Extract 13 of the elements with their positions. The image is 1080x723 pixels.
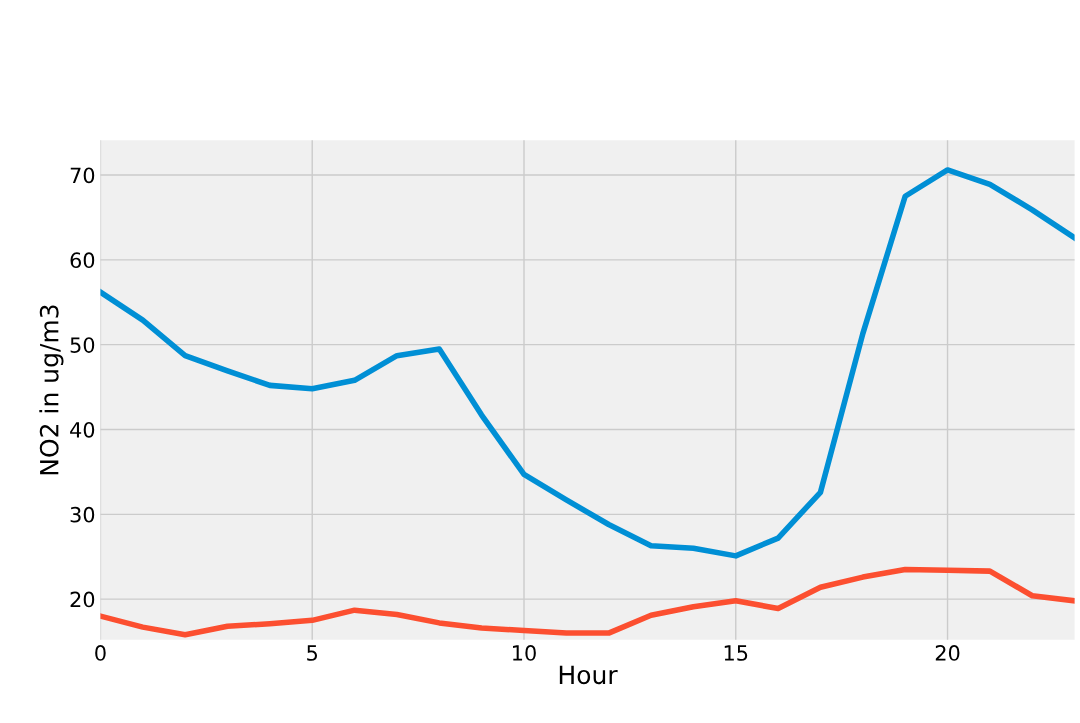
y-axis-title: NO2 in ug/m3 — [39, 305, 64, 475]
y-tick-label: 20 — [70, 591, 95, 608]
x-tick-label: 0 — [95, 645, 106, 661]
x-tick-label: 15 — [724, 645, 748, 661]
y-tick-label: 60 — [70, 252, 95, 269]
x-tick-label: 10 — [513, 645, 536, 661]
x-axis-title: Hour — [559, 665, 618, 685]
y-tick-label: 50 — [70, 337, 95, 353]
x-tick-label: 5 — [307, 645, 318, 661]
y-tick-label: 40 — [70, 421, 95, 438]
y-tick-label: 30 — [70, 506, 95, 523]
y-tick-label: 70 — [70, 167, 95, 184]
x-tick-label: 20 — [935, 645, 960, 661]
